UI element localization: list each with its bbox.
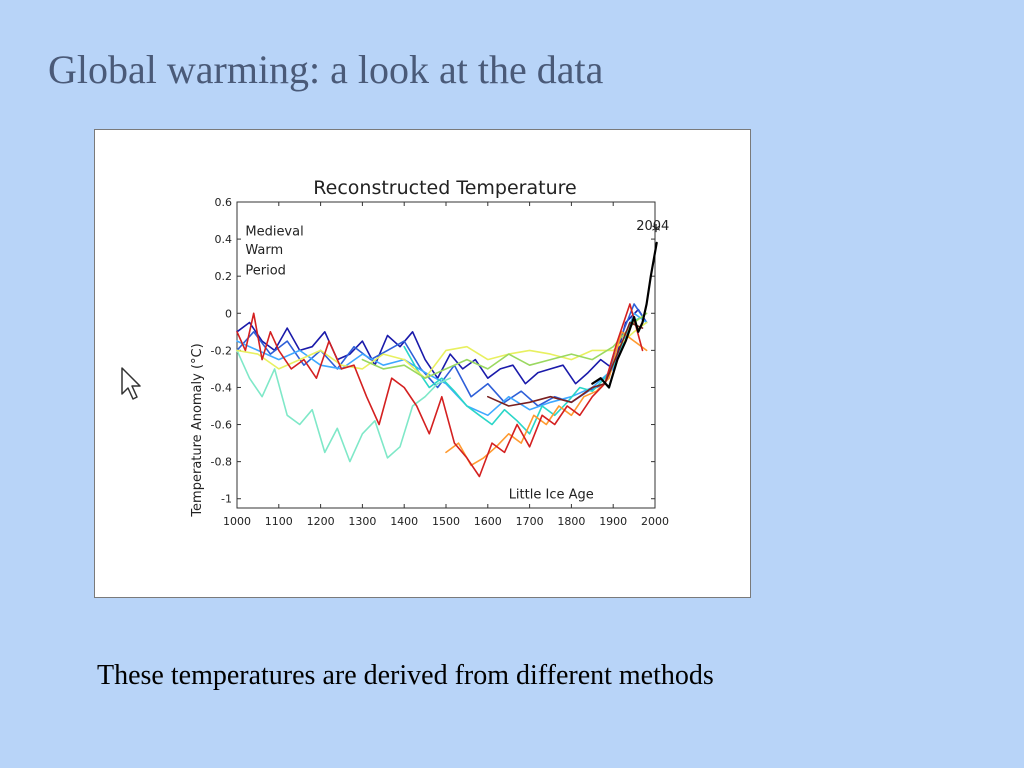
x-tick-label: 1800 [557, 515, 585, 528]
x-tick-label: 1900 [599, 515, 627, 528]
y-tick-label: 0.2 [215, 270, 233, 283]
x-tick-label: 1400 [390, 515, 418, 528]
series-line [486, 321, 644, 407]
y-axis-label: Temperature Anomaly (°C) [190, 343, 205, 517]
chart-title: Reconstructed Temperature [313, 177, 576, 199]
plot-frame [236, 201, 656, 509]
chart-marker-star: * [652, 221, 661, 242]
y-tick-label: -0.6 [211, 419, 232, 432]
x-tick-label: 1100 [265, 515, 293, 528]
x-tick-label: 1200 [307, 515, 335, 528]
chart-annotation: Little Ice Age [509, 488, 594, 503]
series-line [236, 308, 648, 385]
y-tick-label: -0.2 [211, 344, 232, 357]
chart-annotation: Warm [245, 243, 283, 258]
series-line [236, 312, 648, 417]
y-tick-label: -0.8 [211, 456, 232, 469]
slide-caption: These temperatures are derived from diff… [97, 660, 714, 691]
x-tick-label: 1500 [432, 515, 460, 528]
x-tick-label: 1300 [348, 515, 376, 528]
chart-figure: Reconstructed Temperature Temperature An… [94, 129, 751, 598]
y-tick-label: -0.4 [211, 381, 232, 394]
chart-annotation: Medieval [245, 224, 303, 239]
x-tick-label: 1600 [474, 515, 502, 528]
x-tick-label: 2000 [641, 515, 669, 528]
temperature-chart: Reconstructed Temperature Temperature An… [190, 177, 670, 528]
series-line [361, 312, 648, 379]
slide-title: Global warming: a look at the data [48, 47, 604, 92]
chart-annotation: Period [245, 263, 286, 278]
plot-area: 1000 1100 1200 1300 1400 1500 1600 1700 1800 1900… [211, 196, 670, 528]
chart-annotation: 2004 [636, 219, 669, 234]
x-tick-label: 1700 [516, 515, 544, 528]
y-tick-label: 0.6 [215, 196, 233, 209]
series-line [236, 349, 452, 463]
series-line [236, 303, 644, 478]
arrow-cursor-icon [120, 366, 142, 407]
y-tick-label: 0.4 [215, 233, 233, 246]
y-tick-label: 0 [225, 307, 232, 320]
series-line [236, 321, 648, 379]
y-tick-label: -1 [221, 493, 232, 506]
series-line [591, 241, 658, 389]
x-tick-label: 1000 [223, 515, 251, 528]
